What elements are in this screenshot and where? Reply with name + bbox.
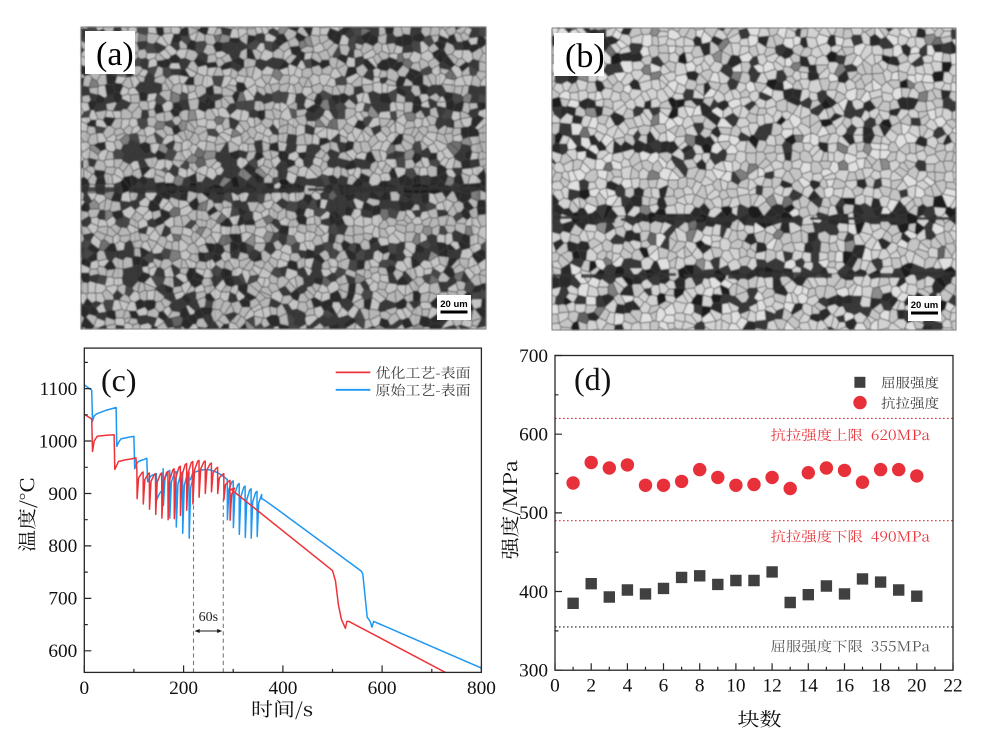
svg-text:12: 12 — [762, 676, 781, 697]
svg-text:600: 600 — [519, 425, 548, 446]
svg-text:6: 6 — [659, 676, 669, 697]
svg-text:60s: 60s — [199, 610, 218, 625]
svg-text:20 um: 20 um — [440, 299, 467, 310]
svg-text:2: 2 — [586, 676, 596, 697]
svg-text:18: 18 — [871, 676, 890, 697]
svg-text:8: 8 — [695, 676, 705, 697]
svg-text:600: 600 — [48, 641, 77, 662]
svg-text:20 um: 20 um — [911, 300, 938, 311]
svg-text:300: 300 — [519, 661, 548, 682]
svg-text:600: 600 — [368, 678, 397, 699]
svg-text:800: 800 — [48, 536, 77, 557]
svg-text:14: 14 — [799, 676, 819, 697]
svg-text:400: 400 — [519, 582, 548, 603]
svg-text:16: 16 — [835, 676, 855, 697]
svg-text:500: 500 — [519, 503, 548, 524]
svg-text:700: 700 — [519, 346, 548, 367]
svg-text:0: 0 — [79, 678, 89, 699]
svg-text:400: 400 — [268, 678, 297, 699]
svg-text:1000: 1000 — [39, 431, 78, 452]
svg-text:200: 200 — [169, 678, 198, 699]
svg-text:1100: 1100 — [39, 379, 77, 400]
svg-text:(c): (c) — [101, 362, 137, 398]
svg-text:22: 22 — [943, 676, 962, 697]
svg-text:800: 800 — [467, 678, 496, 699]
svg-text:4: 4 — [623, 676, 633, 697]
svg-text:0: 0 — [550, 676, 560, 697]
svg-text:10: 10 — [726, 676, 745, 697]
svg-text:(b): (b) — [565, 38, 605, 75]
svg-text:(a): (a) — [96, 36, 134, 73]
svg-text:20: 20 — [907, 676, 926, 697]
svg-text:(d): (d) — [574, 361, 611, 397]
svg-text:700: 700 — [48, 589, 77, 610]
svg-text:900: 900 — [48, 484, 77, 505]
